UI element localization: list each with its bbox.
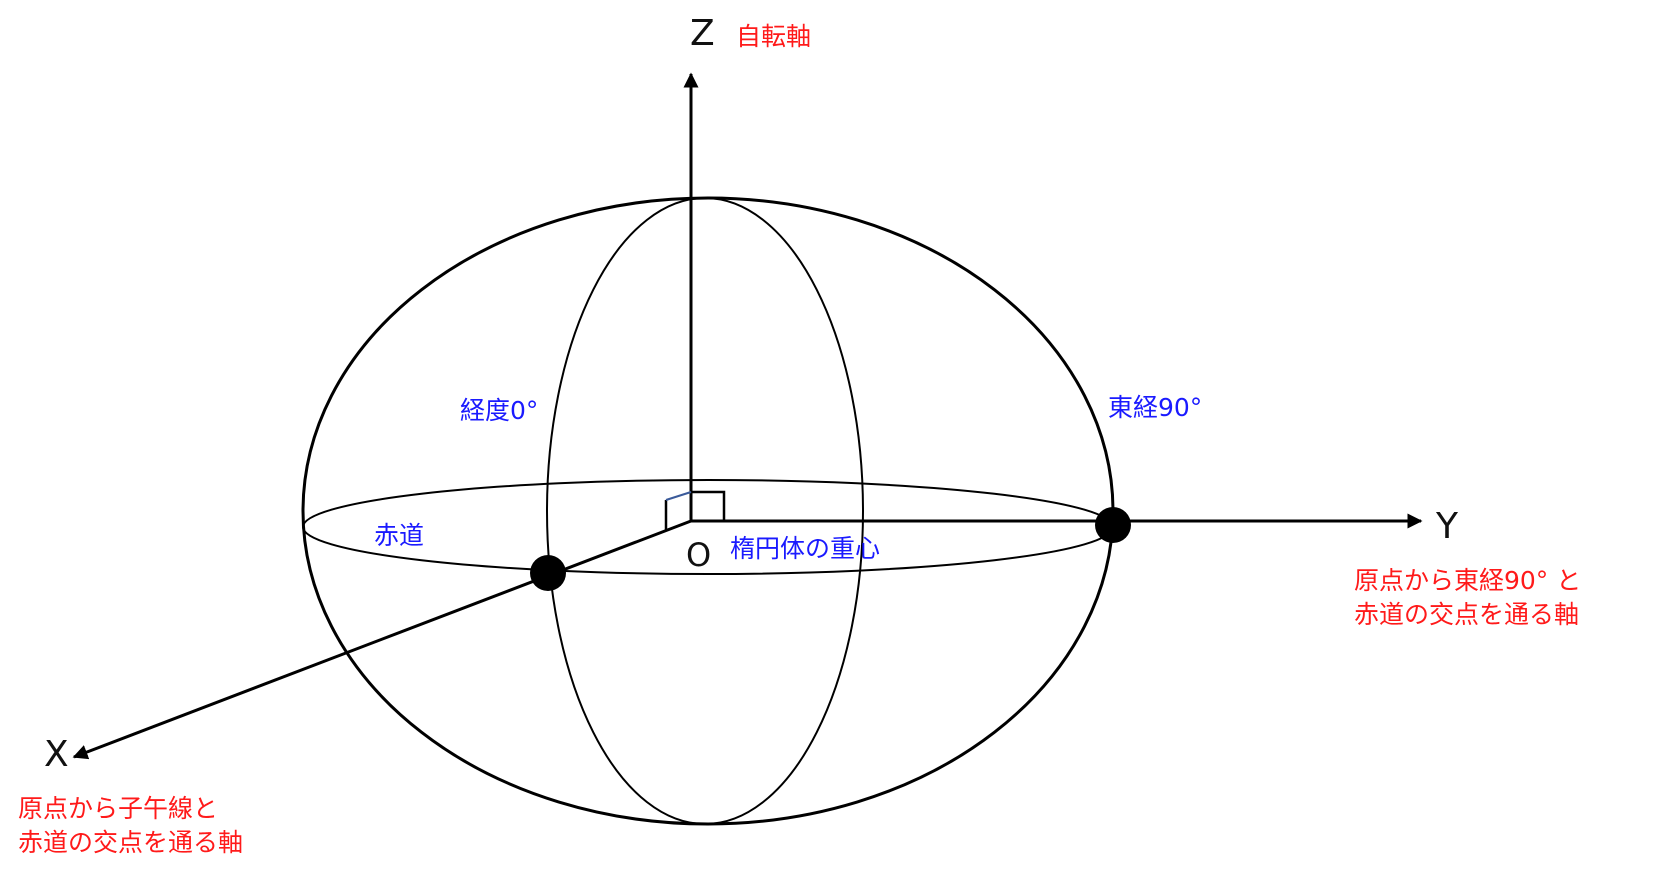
x-axis-note-line1: 原点から子午線と	[18, 794, 218, 823]
ellipsoid-outline	[301, 196, 1115, 826]
x-axis-label: X	[44, 734, 69, 775]
meridian-equator-point	[530, 555, 566, 591]
equator-label: 赤道	[374, 521, 424, 550]
y-axis-note-line2: 赤道の交点を通る軸	[1354, 600, 1579, 629]
centroid-label: 楕円体の重心	[730, 534, 880, 563]
right-angle-mark-top	[665, 491, 692, 501]
z-axis-label: Z	[690, 13, 715, 54]
x-axis	[72, 519, 692, 760]
east90-equator-point	[1095, 507, 1131, 543]
right-angle-mark-yz	[691, 490, 726, 521]
origin-label: O	[686, 536, 711, 574]
y-axis-note-line1: 原点から東経90° と	[1354, 566, 1581, 595]
meridian-ellipse	[546, 197, 864, 825]
east-90-label: 東経90°	[1108, 393, 1202, 422]
z-axis-note: 自転軸	[736, 22, 811, 51]
y-axis-label: Y	[1435, 506, 1459, 547]
meridian-0-label: 経度0°	[460, 396, 538, 425]
x-axis-note-line2: 赤道の交点を通る軸	[18, 828, 243, 857]
